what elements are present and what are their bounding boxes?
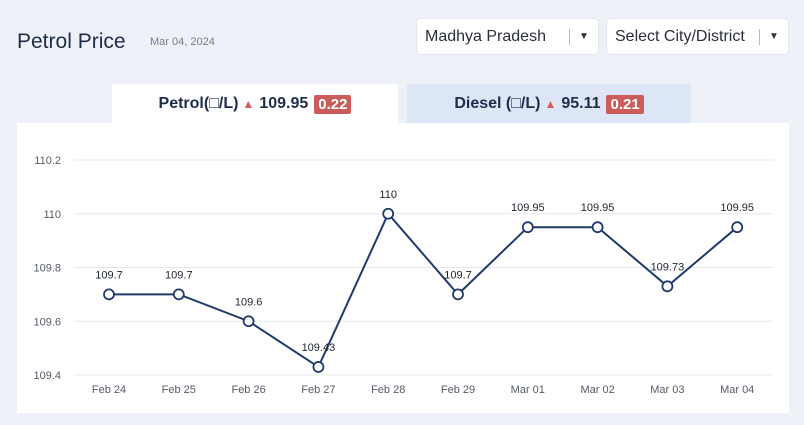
tab-diesel[interactable]: Diesel (□/L) ▲ 95.11 0.21 [407,84,691,124]
data-point [731,221,744,234]
caret-down-icon[interactable]: ▼ [579,31,589,42]
petrol-tab-label: Petrol(□/L) [158,95,239,112]
data-point [661,280,674,293]
petrol-price: 109.95 [259,95,309,112]
data-label: 109.73 [651,261,685,273]
x-tick-label: Feb 29 [441,384,475,396]
city-select[interactable]: Select City/District ▼ [607,19,788,54]
x-tick-label: Feb 25 [162,384,196,396]
up-triangle-icon: ▲ [544,97,557,111]
data-point [242,315,255,328]
city-select-placeholder: Select City/District [615,27,745,45]
state-select[interactable]: Madhya Pradesh ▼ [417,19,598,54]
y-tick-label: 109.4 [33,370,61,382]
x-tick-label: Mar 01 [511,384,545,396]
data-point [591,221,604,234]
data-point [521,221,534,234]
data-label: 109.95 [511,202,545,214]
state-select-value: Madhya Pradesh [425,27,546,45]
data-label: 109.7 [165,269,193,281]
caret-down-icon[interactable]: ▼ [769,31,779,42]
x-tick-label: Mar 02 [580,384,614,396]
x-tick-label: Feb 26 [231,384,265,396]
up-triangle-icon: ▲ [242,97,255,111]
series-line [109,211,738,369]
price-date: Mar 04, 2024 [150,36,215,48]
data-label: 109.95 [720,202,754,214]
data-label: 109.6 [235,296,263,308]
x-tick-label: Mar 04 [720,384,754,396]
data-label: 109.43 [302,342,336,354]
y-tick-label: 109.8 [33,263,61,275]
x-tick-label: Mar 03 [650,384,684,396]
diesel-tab-label: Diesel (□/L) [454,95,541,112]
x-tick-label: Feb 27 [301,384,335,396]
data-label: 109.95 [581,202,615,214]
diesel-change-badge: 0.21 [606,94,644,114]
data-label: 109.7 [95,269,123,281]
y-tick-label: 110.2 [34,155,61,167]
y-tick-label: 110 [43,209,61,221]
data-point [382,207,395,220]
x-tick-label: Feb 24 [92,384,126,396]
page-title: Petrol Price [17,30,126,53]
tab-petrol[interactable]: Petrol(□/L) ▲ 109.95 0.22 [112,84,398,124]
y-tick-label: 109.6 [33,316,61,328]
data-label: 110 [379,189,397,201]
diesel-price: 95.11 [561,95,601,112]
petrol-change-badge: 0.22 [314,94,352,114]
data-label: 109.7 [444,269,472,281]
data-point [172,288,185,301]
x-tick-label: Feb 28 [371,384,405,396]
data-point [312,361,325,373]
data-point [452,288,464,301]
data-point [103,288,115,301]
price-line-chart: 109.4 109.6 109.8 110 110.2 Feb 24 Feb 25 Feb 2… [33,155,773,396]
select-divider [569,28,570,45]
chart-panel: 109.4 109.6 109.8 110 110.2 Feb 24 Feb 25 Feb 2… [17,123,789,413]
select-divider [759,28,760,45]
